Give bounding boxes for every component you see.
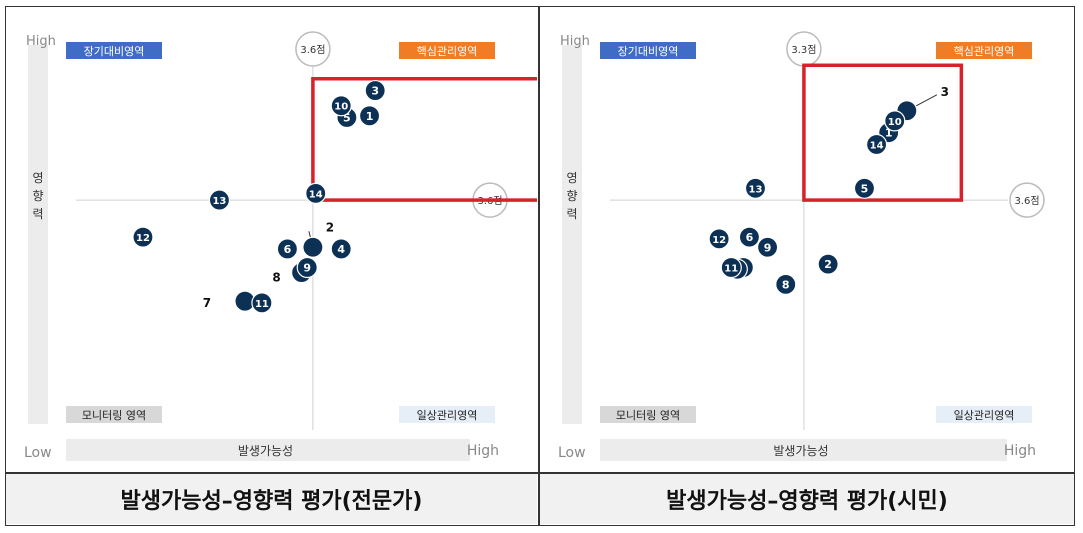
- caption-divider: [5, 472, 1075, 474]
- point-label-6: 6: [284, 243, 292, 256]
- point-label-12: 12: [712, 235, 726, 246]
- data-point-5: [853, 177, 876, 199]
- point-label-8: 8: [272, 271, 280, 285]
- data-point-4: [330, 238, 352, 260]
- data-point-2: [302, 236, 324, 258]
- point-label-13: 13: [212, 196, 226, 207]
- data-point-13: [208, 189, 231, 211]
- quadrant-tr-badge: [399, 42, 495, 59]
- x-axis-high-label: High: [1004, 443, 1036, 459]
- y-axis-band: [562, 45, 582, 424]
- quadrant-br-label: 일상관리영역: [954, 408, 1015, 422]
- point-label-5: 5: [343, 112, 351, 125]
- data-point-9: [296, 256, 318, 279]
- quadrant-tr-label: 핵심관리영역: [417, 45, 478, 58]
- quadrant-tl-label: 장기대비영역: [618, 45, 679, 58]
- data-point-1: [358, 105, 381, 127]
- point-label-5: 5: [861, 182, 869, 195]
- point-label-12: 12: [136, 233, 150, 244]
- x-axis-band: [600, 439, 1007, 461]
- threshold-x-label: 3.6점: [300, 44, 325, 56]
- quadrant-br-badge: [399, 406, 495, 423]
- data-point-12: [708, 228, 730, 250]
- point-label-2: 2: [824, 258, 832, 271]
- threshold-x-bubble: [295, 31, 331, 67]
- data-point-11: [251, 292, 273, 314]
- x-axis-band: [66, 439, 470, 461]
- threshold-x-label: 3.3점: [791, 44, 816, 56]
- data-point-9: [756, 236, 779, 258]
- y-axis-high-label: High: [560, 34, 590, 49]
- point-label-10: 10: [334, 102, 348, 113]
- data-point-13: [744, 177, 767, 199]
- core-region-highlight: [802, 63, 964, 202]
- point-label-1: 1: [885, 127, 893, 140]
- point-label-3: 3: [941, 85, 949, 99]
- point-label-10: 10: [888, 117, 902, 128]
- data-point-14: [305, 182, 327, 204]
- panel-divider: [538, 6, 540, 526]
- point-label-9: 9: [303, 261, 311, 274]
- point-label-9: 9: [764, 241, 772, 254]
- point-label-13: 13: [749, 184, 763, 195]
- data-point-11: [720, 256, 742, 279]
- caption-citizen: 발생가능성–영향력 평가(시민): [540, 474, 1074, 524]
- point-label-14: 14: [870, 140, 884, 151]
- caption-expert: 발생가능성–영향력 평가(전문가): [6, 474, 537, 524]
- data-point-10: [330, 95, 352, 117]
- x-axis-high-label: High: [467, 443, 499, 459]
- data-point-8: [775, 273, 797, 295]
- data-point-6: [738, 226, 761, 248]
- data-point-12: [132, 226, 154, 248]
- y-axis-high-label: High: [26, 34, 56, 49]
- quadrant-bl-badge: [66, 406, 162, 423]
- quadrant-br-badge: [936, 406, 1032, 423]
- point-label-8: 8: [782, 278, 790, 291]
- quadrant-tl-badge: [66, 42, 162, 59]
- data-point-10: [884, 110, 906, 132]
- point-label-11: 11: [255, 299, 269, 310]
- point-label-7: 7: [203, 296, 211, 310]
- threshold-y-label: 3.6점: [1014, 195, 1039, 207]
- point-label-14: 14: [309, 189, 323, 200]
- data-point-6: [276, 238, 299, 260]
- x-axis-title: 발생가능성: [238, 444, 293, 458]
- quadrant-tl-badge: [600, 42, 696, 59]
- x-axis-title: 발생가능성: [773, 444, 828, 458]
- point-label-3: 3: [371, 85, 379, 98]
- quadrant-br-label: 일상관리영역: [417, 408, 478, 422]
- quadrant-bl-badge: [600, 406, 696, 423]
- data-point-2: [817, 253, 839, 275]
- x-axis-low-label: Low: [558, 445, 586, 461]
- x-axis-low-label: Low: [24, 445, 52, 461]
- quadrant-bl-label: 모니터링 영역: [616, 409, 680, 422]
- point-label-11: 11: [724, 263, 738, 274]
- data-point-14: [865, 133, 888, 156]
- data-point-3: [364, 79, 386, 102]
- point-label-6: 6: [746, 231, 754, 244]
- point-label-2: 2: [326, 220, 334, 234]
- point-label-1: 1: [366, 110, 374, 123]
- quadrant-tr-badge: [936, 42, 1032, 59]
- threshold-y-bubble: [1009, 182, 1045, 218]
- quadrant-tr-label: 핵심관리영역: [954, 45, 1015, 58]
- quadrant-bl-label: 모니터링 영역: [82, 409, 146, 422]
- y-axis-band: [28, 45, 48, 424]
- quadrant-tl-label: 장기대비영역: [84, 45, 145, 58]
- point-label-4: 4: [337, 243, 345, 256]
- core-region-highlight: [311, 77, 537, 202]
